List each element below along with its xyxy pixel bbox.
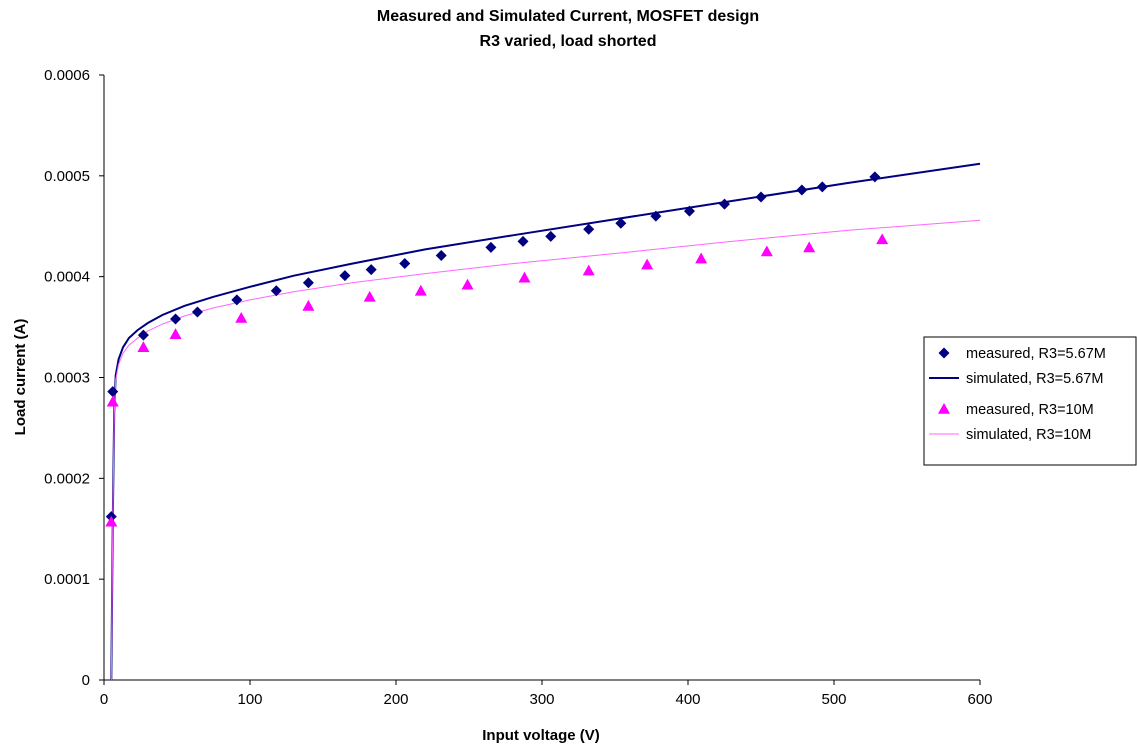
x-tick-label: 500 (821, 691, 846, 708)
data-point-diamond (137, 329, 149, 341)
y-tick-label: 0.0001 (44, 571, 90, 588)
x-tick-label: 100 (237, 691, 262, 708)
data-point-diamond (191, 306, 203, 318)
data-point-diamond (107, 386, 119, 398)
legend-symbol-marker (938, 347, 950, 359)
data-point-triangle (876, 233, 889, 245)
y-tick-label: 0.0006 (44, 67, 90, 84)
data-point-triangle (137, 341, 150, 353)
data-point-diamond (816, 181, 828, 193)
y-tick-label: 0.0003 (44, 370, 90, 387)
data-point-triangle (302, 299, 315, 311)
data-point-diamond (755, 191, 767, 203)
legend: measured, R3=5.67M simulated, R3=5.67M mea… (923, 336, 1137, 466)
data-point-triangle (461, 278, 474, 290)
data-point-diamond (869, 171, 881, 183)
data-point-diamond (796, 184, 808, 196)
data-point-diamond (719, 198, 730, 210)
data-point-diamond (270, 285, 282, 297)
data-point-diamond (231, 294, 243, 306)
data-point-diamond (365, 264, 377, 276)
data-point-triangle (695, 252, 708, 264)
data-point-triangle (518, 271, 531, 283)
data-point-triangle (235, 312, 248, 323)
series-line-simulated-r3-5-67m (110, 162, 981, 681)
legend-symbol-marker (938, 403, 950, 414)
axes: 0 0.0001 0.0002 0.0003 0.0004 0.0005 0.0006 0 10… (44, 67, 992, 708)
x-axis-title: Input voltage (V) (482, 727, 600, 744)
data-point-diamond (683, 205, 695, 217)
data-point-triangle (106, 395, 119, 407)
data-point-triangle (169, 328, 182, 339)
data-point-diamond (615, 217, 627, 229)
data-point-triangle (414, 284, 427, 296)
data-point-diamond (435, 249, 447, 261)
y-tick-label: 0.0002 (44, 470, 90, 487)
data-point-diamond (545, 230, 557, 242)
y-tick-label: 0 (82, 672, 90, 689)
x-tick-label: 400 (675, 691, 700, 708)
data-point-triangle (105, 515, 118, 527)
x-tick-label: 0 (100, 691, 108, 708)
data-point-diamond (170, 313, 182, 325)
y-tick-label: 0.0004 (44, 269, 90, 286)
data-point-diamond (339, 270, 351, 282)
y-axis-title: Load current (A) (12, 319, 29, 436)
series-layer (105, 162, 981, 681)
data-point-triangle (582, 264, 595, 276)
data-point-diamond (399, 258, 411, 270)
data-point-diamond (583, 223, 595, 235)
legend-label: measured, R3=10M (966, 402, 1094, 418)
legend-label: simulated, R3=5.67M (966, 371, 1103, 387)
chart-subtitle: R3 varied, load shorted (480, 33, 657, 50)
data-point-triangle (641, 258, 654, 270)
data-point-diamond (485, 241, 497, 253)
legend-box (923, 336, 1137, 466)
chart-title: Measured and Simulated Current, MOSFET d… (377, 8, 759, 25)
data-point-triangle (363, 290, 376, 302)
data-point-diamond (517, 235, 529, 247)
data-point-diamond (302, 277, 314, 289)
data-point-triangle (760, 245, 773, 257)
x-tick-label: 200 (383, 691, 408, 708)
y-tick-label: 0.0005 (44, 168, 90, 185)
legend-label: measured, R3=5.67M (966, 346, 1106, 362)
data-point-triangle (803, 241, 816, 253)
x-tick-label: 300 (529, 691, 554, 708)
legend-label: simulated, R3=10M (966, 427, 1091, 443)
series-line-simulated-r3-10m (110, 219, 981, 681)
data-point-diamond (650, 210, 662, 222)
x-tick-label: 600 (967, 691, 992, 708)
